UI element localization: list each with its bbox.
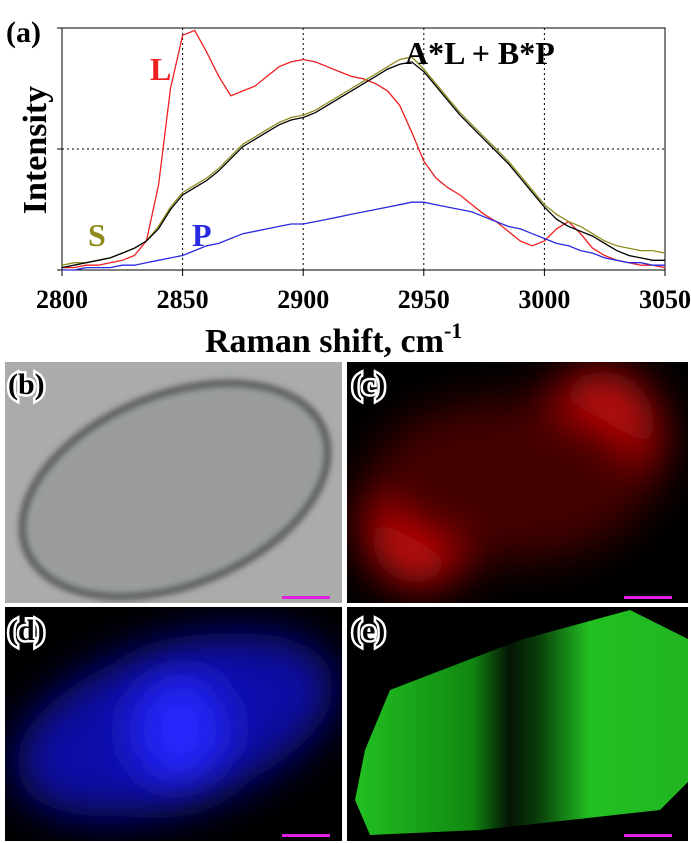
x-tick-label: 2800	[36, 285, 88, 314]
series-label: A*L + B*P	[405, 35, 555, 71]
panel-label: (b)	[8, 368, 45, 401]
panel-label: (c)	[352, 368, 385, 401]
series-line	[61, 61, 665, 269]
x-axis-label: Raman shift, cm-1	[205, 318, 462, 360]
x-tick-label: 2850	[157, 285, 209, 314]
series-line	[62, 201, 665, 271]
series-label: L	[150, 51, 171, 87]
panel-b-image	[5, 362, 342, 603]
series-line	[61, 56, 666, 266]
panel-label: (e)	[352, 614, 385, 647]
x-tick-label: 3050	[639, 285, 691, 314]
x-axis-label-text: Raman shift, cm	[205, 323, 444, 360]
panel-e-image	[347, 607, 688, 841]
x-tick-label: 2950	[398, 285, 450, 314]
x-axis-label-sup: -1	[444, 318, 462, 343]
x-tick-label: 2900	[277, 285, 329, 314]
series-label: P	[192, 217, 212, 253]
x-tick-label: 3000	[518, 285, 570, 314]
panel-label: (a)	[6, 16, 41, 49]
panel-label: (d)	[8, 614, 45, 647]
series-label: S	[88, 217, 106, 253]
panel-d-image	[5, 607, 342, 841]
spectrum-chart: (a) Intensity Raman shift, cm-1 2800 2850…	[6, 16, 691, 360]
y-axis-label: Intensity	[17, 86, 54, 214]
panel-c-image	[347, 362, 688, 603]
